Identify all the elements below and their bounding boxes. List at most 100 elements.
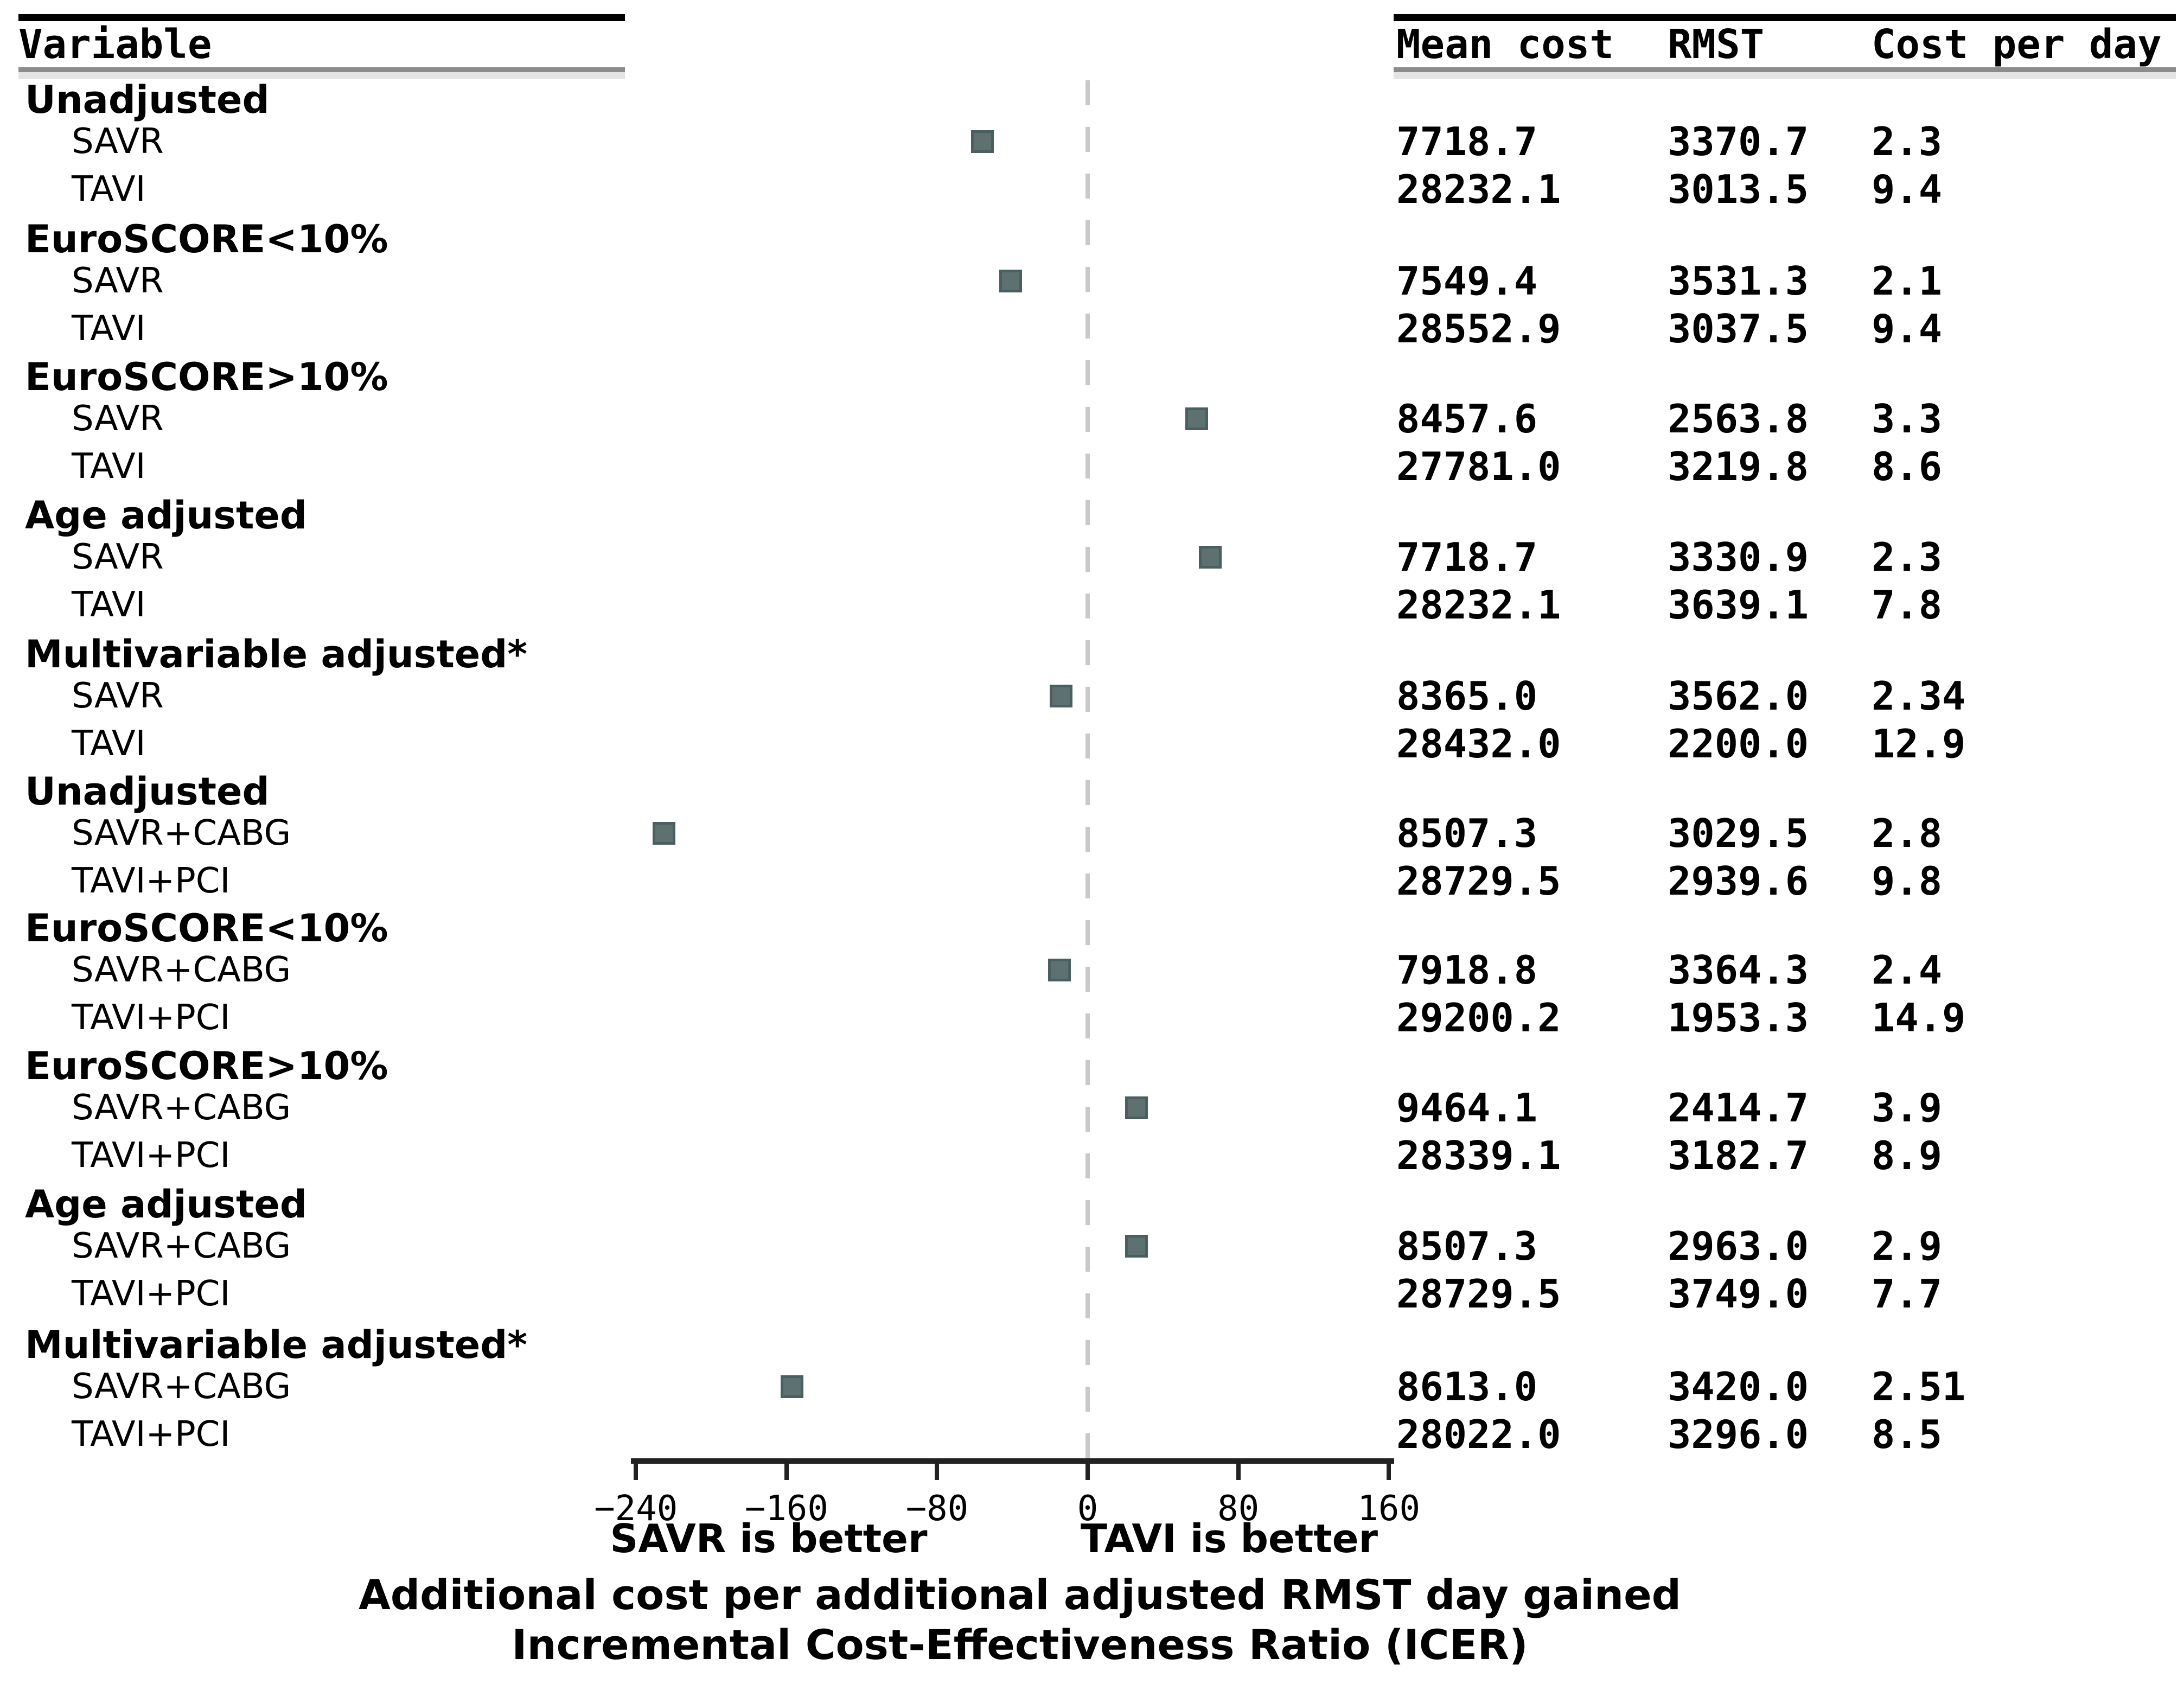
- cell-cost-per-day: 2.1: [1872, 258, 1943, 304]
- cell-cost-per-day: 8.5: [1872, 1412, 1943, 1457]
- group-label: Multivariable adjusted*: [25, 632, 527, 677]
- x-axis-tick-label: 160: [1357, 1489, 1420, 1529]
- x-axis-tick-mark: [1236, 1463, 1241, 1480]
- cell-rmst: 1953.3: [1668, 995, 1809, 1041]
- icer-marker: [1050, 685, 1073, 707]
- cell-rmst: 3639.1: [1668, 582, 1809, 628]
- right-header-top-rule: [1394, 14, 2176, 21]
- group-label: EuroSCORE>10%: [25, 355, 388, 399]
- cell-mean-cost: 28729.5: [1396, 858, 1561, 904]
- cell-mean-cost: 28552.9: [1396, 306, 1561, 352]
- zero-reference-dashed-line: [1085, 80, 1090, 1458]
- cell-cost-per-day: 12.9: [1872, 721, 1966, 767]
- cell-rmst: 3420.0: [1668, 1364, 1809, 1409]
- icer-marker: [1125, 1096, 1148, 1119]
- cell-cost-per-day: 14.9: [1872, 995, 1966, 1041]
- cell-cost-per-day: 2.8: [1872, 811, 1943, 856]
- cell-mean-cost: 7718.7: [1396, 119, 1538, 164]
- icer-marker: [1125, 1235, 1148, 1258]
- arm-label: TAVI+PCI: [72, 1414, 231, 1455]
- group-label: Multivariable adjusted*: [25, 1323, 527, 1367]
- arm-label: TAVI+PCI: [72, 998, 231, 1038]
- rmst-column-header: RMST: [1668, 21, 1765, 68]
- icer-marker: [970, 130, 994, 153]
- savr-is-better-label: SAVR is better: [610, 1516, 928, 1561]
- cell-rmst: 2200.0: [1668, 721, 1809, 767]
- arm-label: SAVR: [72, 399, 164, 439]
- cell-rmst: 3330.9: [1668, 534, 1809, 580]
- arm-label: TAVI+PCI: [72, 1136, 231, 1176]
- x-axis-tick-mark: [634, 1463, 638, 1480]
- cell-rmst: 3296.0: [1668, 1412, 1809, 1457]
- left-header-underline-light: [18, 72, 625, 79]
- arm-label: SAVR+CABG: [72, 1226, 291, 1266]
- group-label: Age adjusted: [25, 493, 308, 538]
- mean-cost-column-header: Mean cost: [1396, 21, 1614, 68]
- group-label: EuroSCORE<10%: [25, 906, 388, 951]
- cell-mean-cost: 28729.5: [1396, 1271, 1561, 1317]
- cell-rmst: 3182.7: [1668, 1133, 1809, 1178]
- x-axis-tick-label: −160: [744, 1489, 828, 1529]
- arm-label: TAVI: [72, 724, 146, 764]
- arm-label: SAVR+CABG: [72, 1088, 291, 1128]
- cell-mean-cost: 27781.0: [1396, 444, 1561, 489]
- right-header-underline-light: [1394, 72, 2176, 79]
- x-axis-tick-label: −240: [594, 1489, 678, 1529]
- icer-marker: [1198, 546, 1222, 569]
- cell-cost-per-day: 8.6: [1872, 444, 1943, 489]
- cell-cost-per-day: 9.8: [1872, 858, 1943, 904]
- cell-mean-cost: 28232.1: [1396, 582, 1561, 628]
- cell-cost-per-day: 9.4: [1872, 167, 1943, 212]
- icer-marker: [781, 1375, 804, 1398]
- cell-mean-cost: 7718.7: [1396, 534, 1538, 580]
- cell-rmst: 3029.5: [1668, 811, 1809, 856]
- arm-label: SAVR+CABG: [72, 813, 291, 853]
- left-header-underline: [18, 67, 625, 72]
- x-axis-tick-mark: [1387, 1463, 1391, 1480]
- x-axis-tick-mark: [935, 1463, 940, 1480]
- arm-label: TAVI: [72, 169, 146, 209]
- cell-rmst: 2563.8: [1668, 396, 1809, 442]
- cell-mean-cost: 8457.6: [1396, 396, 1538, 442]
- arm-label: TAVI+PCI: [72, 861, 231, 901]
- cell-rmst: 2963.0: [1668, 1223, 1809, 1269]
- icer-marker: [653, 822, 676, 845]
- x-axis-line: [631, 1458, 1394, 1464]
- x-axis-title-line1: Additional cost per additional adjusted …: [358, 1571, 1682, 1619]
- cell-cost-per-day: 9.4: [1872, 306, 1943, 352]
- cell-mean-cost: 9464.1: [1396, 1085, 1538, 1131]
- cell-cost-per-day: 2.3: [1872, 119, 1943, 164]
- x-axis-tick-mark: [1085, 1463, 1090, 1480]
- cell-cost-per-day: 2.34: [1872, 673, 1966, 719]
- icer-marker: [1185, 407, 1209, 430]
- arm-label: SAVR: [72, 676, 164, 716]
- arm-label: SAVR+CABG: [72, 1367, 291, 1407]
- cell-rmst: 3749.0: [1668, 1271, 1809, 1317]
- x-axis-tick-label: −80: [905, 1489, 969, 1529]
- cell-rmst: 3562.0: [1668, 673, 1809, 719]
- arm-label: SAVR: [72, 537, 164, 577]
- arm-label: TAVI+PCI: [72, 1274, 231, 1314]
- group-label: Age adjusted: [25, 1182, 308, 1227]
- cell-rmst: 3037.5: [1668, 306, 1809, 352]
- cost-per-day-column-header: Cost per day: [1872, 21, 2162, 68]
- cell-cost-per-day: 2.9: [1872, 1223, 1943, 1269]
- x-axis-tick-label: 80: [1217, 1489, 1260, 1529]
- cell-mean-cost: 7918.8: [1396, 947, 1538, 993]
- cell-mean-cost: 7549.4: [1396, 258, 1538, 304]
- cell-mean-cost: 28022.0: [1396, 1412, 1561, 1457]
- cell-rmst: 2939.6: [1668, 858, 1809, 904]
- cell-rmst: 2414.7: [1668, 1085, 1809, 1131]
- arm-label: SAVR+CABG: [72, 950, 291, 990]
- cell-cost-per-day: 2.3: [1872, 534, 1943, 580]
- cell-mean-cost: 8507.3: [1396, 1223, 1538, 1269]
- cell-rmst: 3013.5: [1668, 167, 1809, 212]
- left-header-top-rule: [18, 14, 625, 21]
- icer-marker: [999, 270, 1022, 292]
- x-axis-tick-label: 0: [1077, 1489, 1099, 1529]
- arm-label: SAVR: [72, 122, 164, 162]
- group-label: Unadjusted: [25, 769, 270, 814]
- cell-mean-cost: 8613.0: [1396, 1364, 1538, 1409]
- tavi-is-better-label: TAVI is better: [1080, 1516, 1378, 1561]
